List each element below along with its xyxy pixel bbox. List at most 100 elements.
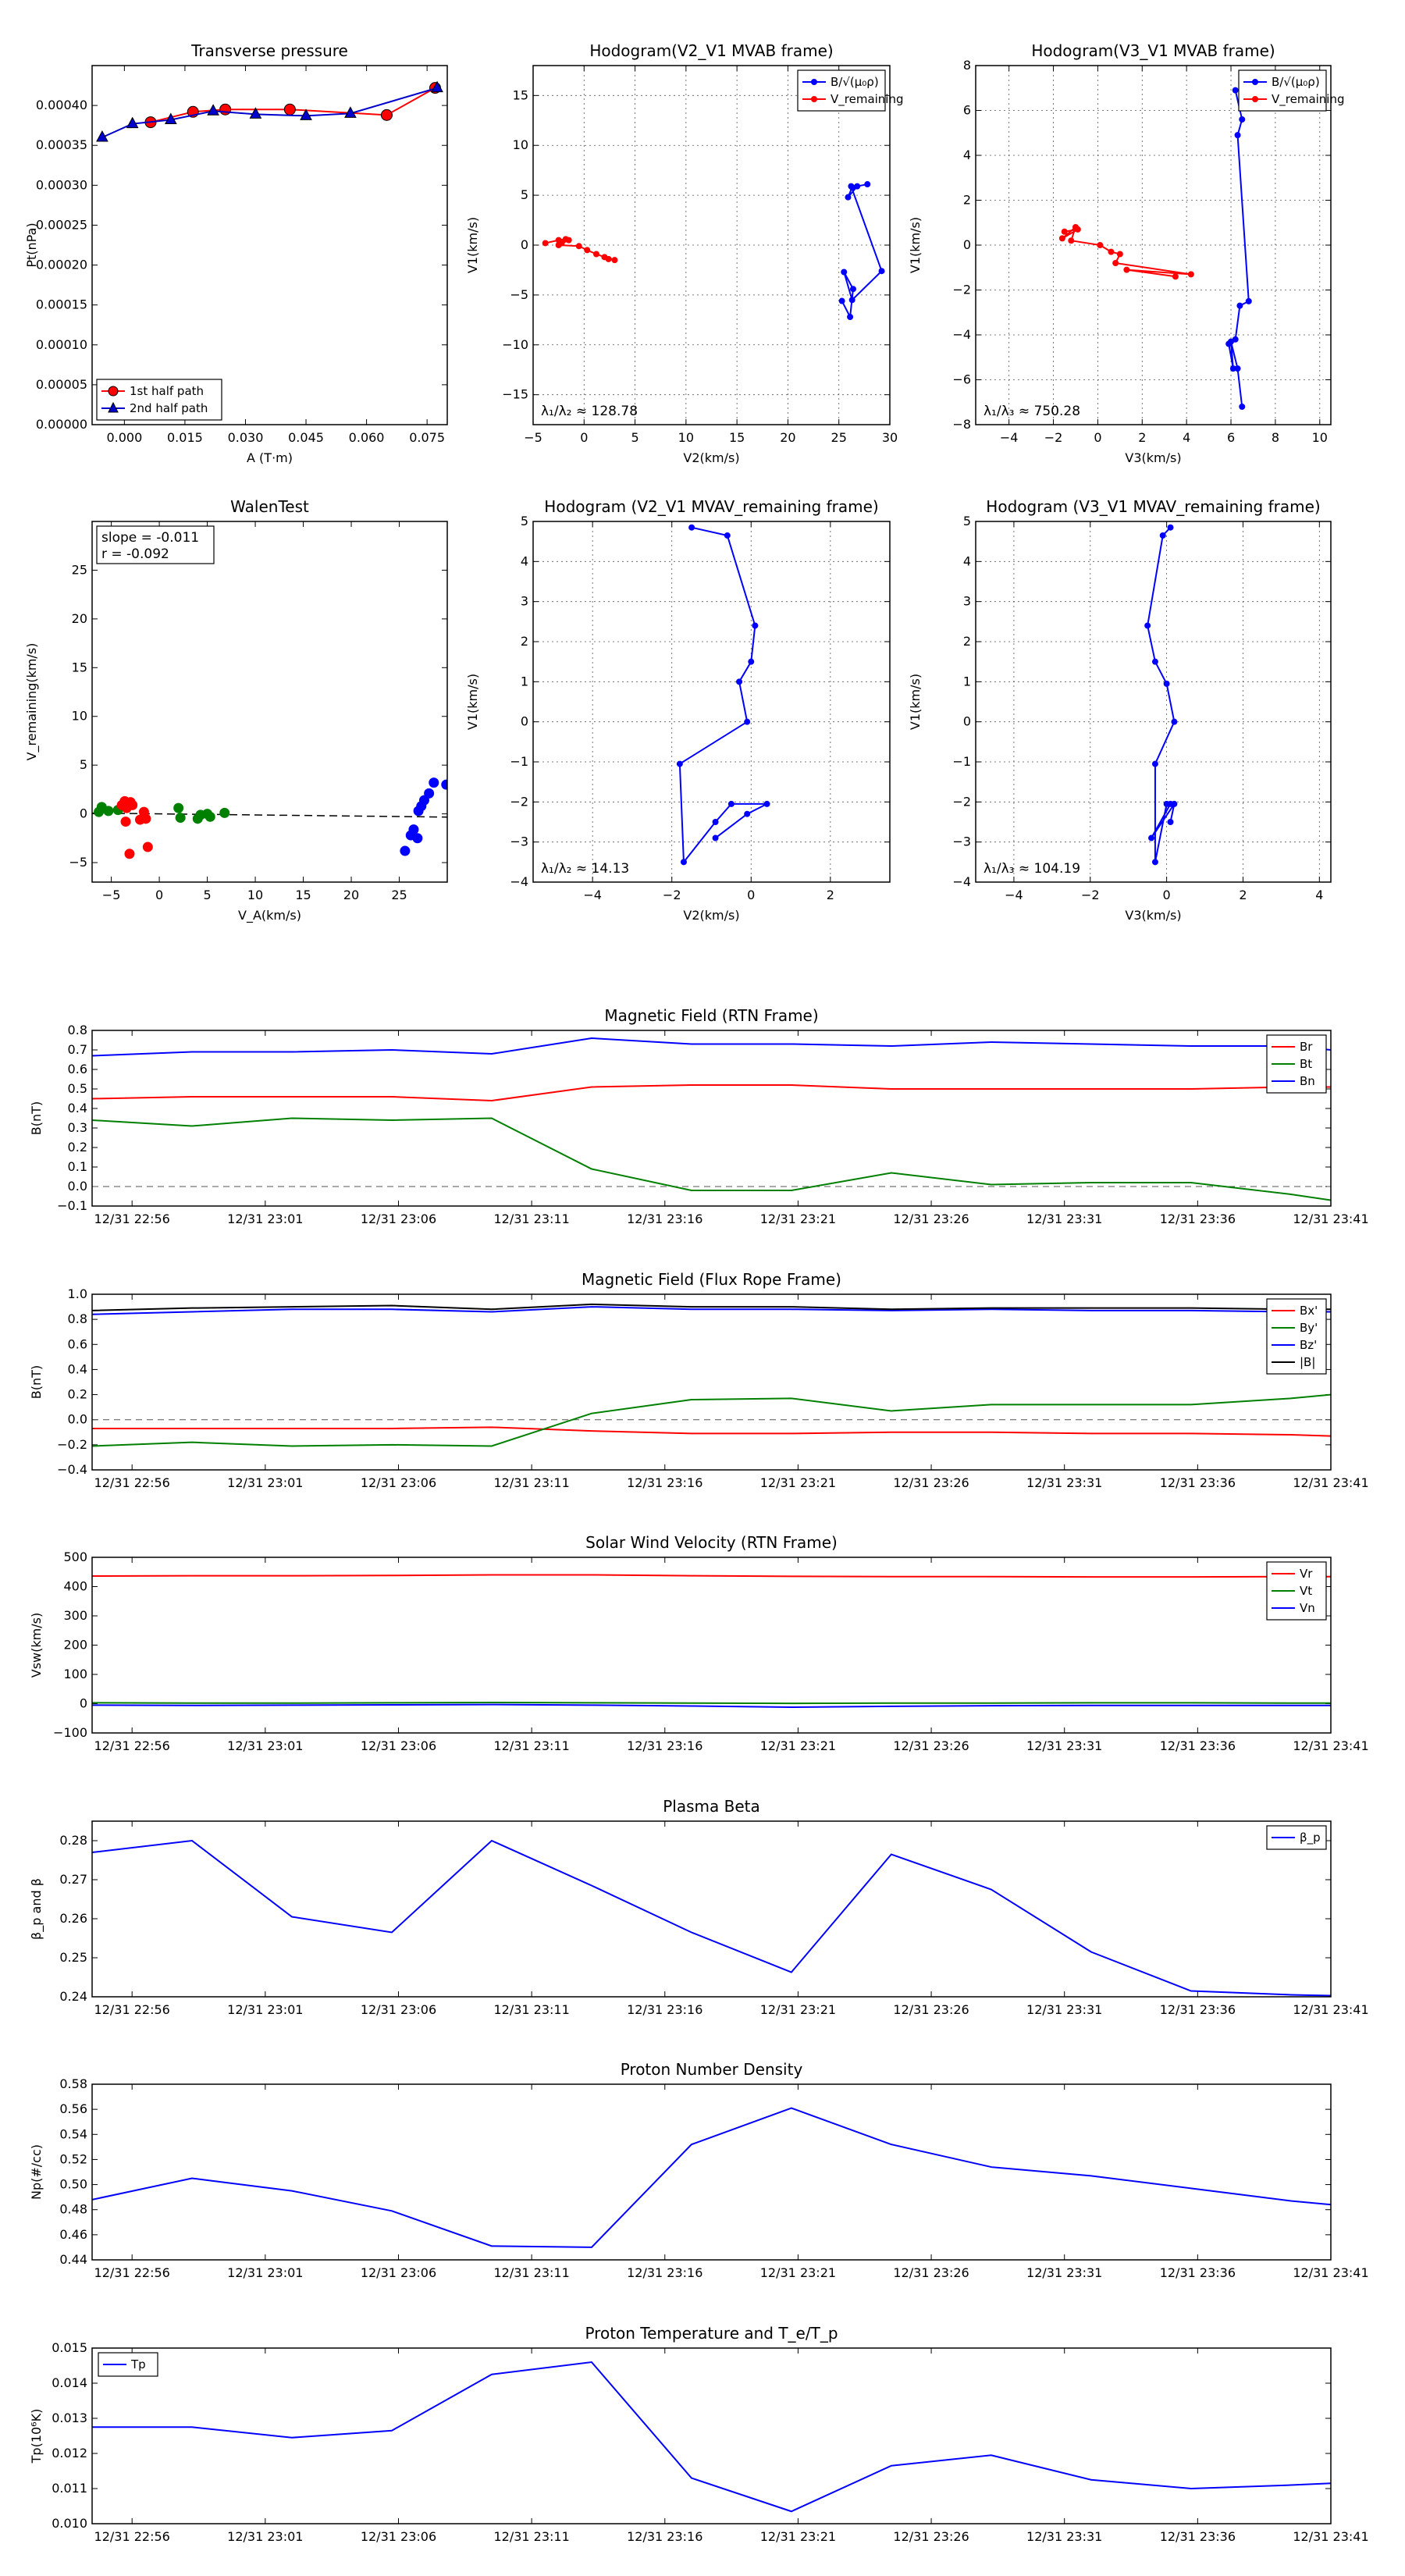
- legend-label: Bn: [1300, 1074, 1315, 1088]
- x-tick-label: 0: [747, 888, 755, 902]
- y-tick-label: −15: [502, 387, 528, 402]
- data-point: [1228, 338, 1235, 345]
- y-tick-label: 0.014: [52, 2375, 87, 2390]
- x-tick-label: 30: [882, 430, 898, 445]
- y-tick-label: 0: [963, 237, 971, 252]
- x-tick-label: −2: [663, 888, 681, 902]
- x-axis-label: V2(km/s): [683, 908, 739, 923]
- y-tick-label: 0.00035: [36, 137, 87, 152]
- data-point: [207, 104, 219, 116]
- plot-frame: [91, 1030, 1332, 1207]
- x-tick-label: 2: [1138, 430, 1146, 445]
- y-tick-label: 0: [521, 237, 528, 252]
- legend-label: B/√(μ₀ρ): [831, 75, 879, 89]
- y-tick-label: 2: [521, 634, 528, 649]
- x-tick-label: 15: [729, 430, 745, 445]
- y-tick-label: 0.5: [68, 1081, 87, 1096]
- data-point: [847, 314, 854, 320]
- data-point: [1151, 760, 1158, 767]
- x-tick-label: 12/31 23:41: [1293, 1475, 1368, 1490]
- y-tick-label: 0.00005: [36, 377, 87, 392]
- data-point: [736, 678, 743, 685]
- data-point: [1151, 859, 1158, 866]
- x-tick-label: 12/31 23:06: [361, 1475, 436, 1490]
- x-axis-label: V3(km/s): [1125, 450, 1181, 465]
- data-point: [724, 532, 731, 539]
- x-tick-label: 12/31 23:21: [760, 2265, 836, 2280]
- x-tick-label: 12/31 23:41: [1293, 1738, 1368, 1753]
- data-point: [300, 109, 312, 120]
- x-tick-label: 0: [1094, 430, 1101, 445]
- x-tick-label: 12/31 23:16: [627, 1475, 702, 1490]
- y-tick-label: 2: [963, 193, 971, 208]
- x-tick-label: 12/31 23:26: [893, 1475, 969, 1490]
- y-tick-label: 0.015: [52, 2340, 87, 2355]
- series-line-0: [92, 2107, 1331, 2248]
- plot-frame: [91, 1820, 1332, 1998]
- plot-frame: [532, 521, 891, 883]
- y-tick-label: −0.4: [57, 1462, 87, 1477]
- y-tick-label: −6: [952, 372, 971, 387]
- x-tick-label: 12/31 22:56: [94, 2529, 170, 2544]
- y-tick-label: 1: [963, 674, 971, 688]
- x-tick-label: 4: [1183, 430, 1190, 445]
- y-tick-label: 5: [963, 514, 971, 528]
- legend-label: Vt: [1300, 1584, 1312, 1598]
- y-tick-label: 15: [513, 87, 528, 102]
- data-point: [441, 779, 447, 790]
- data-point: [175, 813, 186, 824]
- data-point: [408, 824, 419, 835]
- data-point: [1245, 297, 1252, 304]
- chart-title: WalenTest: [230, 497, 309, 516]
- x-tick-label: 25: [831, 430, 847, 445]
- legend-box: [96, 379, 222, 421]
- x-tick-label: 12/31 23:41: [1293, 2002, 1368, 2017]
- data-point: [838, 297, 845, 304]
- annotation: r = -0.092: [101, 546, 169, 562]
- data-point: [1172, 273, 1179, 280]
- y-axis-label: Vsw(km/s): [29, 1613, 44, 1678]
- y-tick-label: −5: [510, 287, 528, 302]
- data-point: [412, 833, 423, 844]
- y-tick-label: 0.00040: [36, 98, 87, 112]
- annotation: λ₁/λ₂ ≈ 14.13: [541, 861, 629, 877]
- x-tick-label: 12/31 23:31: [1026, 2002, 1102, 2017]
- y-tick-label: −1: [510, 754, 528, 769]
- x-tick-label: −4: [583, 888, 602, 902]
- chart-hodo_v3_mvab: Hodogram(V3_V1 MVAB frame) −4 −2 0 2 4 6 8 10 −8 −…: [908, 41, 1345, 465]
- x-tick-label: 8: [1272, 430, 1279, 445]
- y-tick-label: 6: [963, 103, 971, 118]
- x-tick-label: 0.060: [349, 430, 385, 445]
- data-point: [575, 243, 582, 250]
- y-tick-label: 0.6: [68, 1336, 87, 1351]
- legend-marker: [1252, 96, 1258, 102]
- x-axis-label: A (T·m): [247, 450, 293, 465]
- x-tick-label: 10: [247, 888, 263, 902]
- data-point: [1234, 365, 1241, 372]
- y-tick-label: 0.1: [68, 1159, 87, 1174]
- data-point: [565, 237, 572, 244]
- y-tick-label: 3: [963, 594, 971, 609]
- series-line-1: [101, 87, 438, 138]
- y-tick-label: 0.2: [68, 1140, 87, 1155]
- y-tick-label: 20: [72, 611, 87, 626]
- data-point: [1239, 116, 1246, 123]
- data-point: [1068, 237, 1075, 244]
- x-tick-label: 12/31 23:16: [627, 1212, 702, 1226]
- x-tick-label: 12/31 23:16: [627, 2529, 702, 2544]
- x-tick-label: 12/31 23:06: [361, 1738, 436, 1753]
- series-line-0: [92, 1084, 1331, 1102]
- y-tick-label: 1.0: [68, 1286, 87, 1301]
- plot-frame: [532, 65, 891, 425]
- chart-beta: Plasma Beta 12/31 22:56 12/31 23:01 12/31 2…: [29, 1797, 1369, 2017]
- chart-hodo_v2_mvab: Hodogram(V2_V1 MVAB frame) −5 0 5 10 15 20 25 30…: [465, 41, 904, 465]
- data-point: [140, 813, 151, 824]
- x-tick-label: −2: [1081, 888, 1100, 902]
- chart-title: Hodogram (V3_V1 MVAV_remaining frame): [986, 497, 1320, 516]
- legend-label: 2nd half path: [130, 401, 208, 415]
- series-line-0: [92, 2361, 1331, 2513]
- x-tick-label: 12/31 23:01: [227, 1212, 303, 1226]
- data-point: [605, 255, 612, 262]
- chart-title: Proton Number Density: [621, 2060, 803, 2079]
- legend-label: V_remaining: [831, 92, 904, 107]
